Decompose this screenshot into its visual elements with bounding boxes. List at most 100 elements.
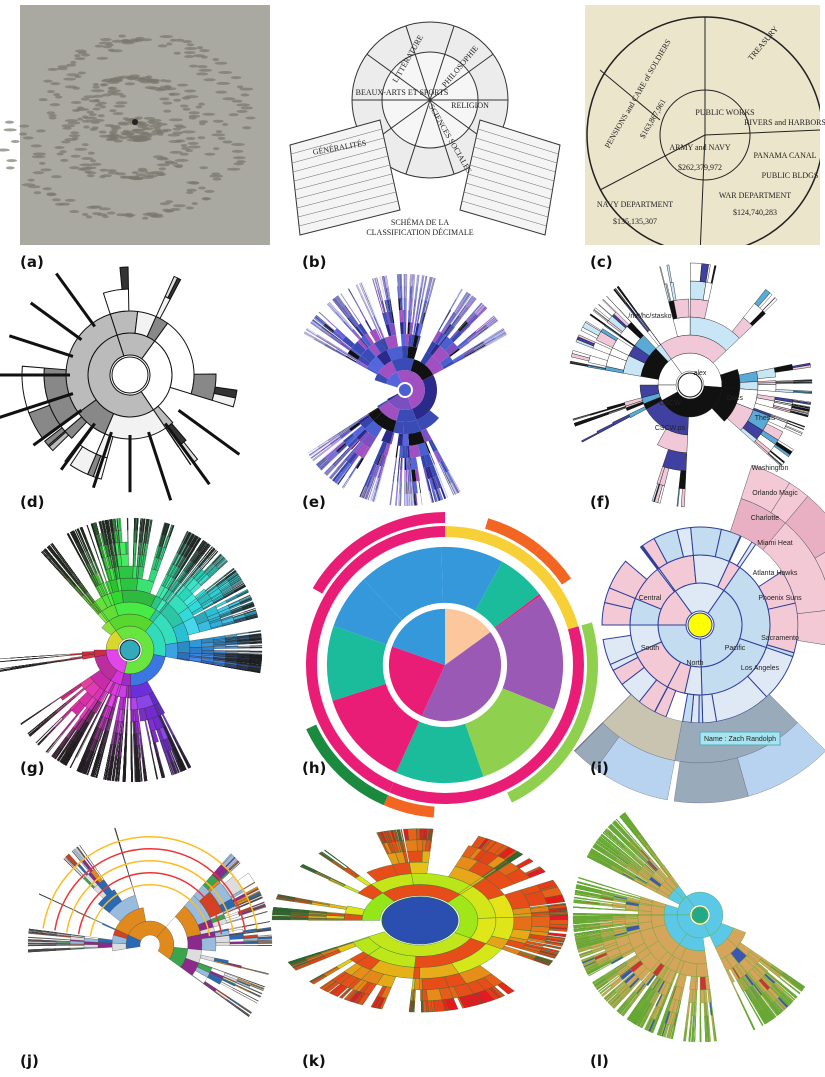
annotation: /net/hc/stasko (628, 313, 671, 320)
sector (451, 315, 460, 326)
spoke (429, 99, 455, 175)
sector (417, 299, 420, 312)
sector (415, 286, 417, 299)
sector (348, 420, 359, 428)
sector (439, 355, 453, 367)
texture-dot (141, 126, 149, 130)
texture-dot (27, 178, 35, 182)
sector (424, 300, 428, 313)
sector (606, 295, 620, 310)
sector (177, 445, 192, 466)
texture-dot (185, 137, 196, 141)
texture-dot (91, 126, 99, 130)
sector (119, 577, 138, 591)
sector (456, 289, 463, 300)
sector (445, 325, 453, 336)
sector (383, 443, 390, 456)
sector (440, 322, 449, 333)
sector (325, 465, 334, 475)
sector (327, 340, 338, 348)
sector (348, 288, 355, 300)
sector (412, 286, 414, 299)
sector (417, 299, 420, 311)
texture-dot (89, 205, 103, 209)
sector (475, 346, 487, 353)
fan-row (292, 146, 387, 173)
texture-dot (80, 97, 90, 101)
sector (427, 289, 431, 301)
sector (449, 313, 457, 324)
sector (359, 283, 365, 295)
sector (309, 448, 320, 456)
sector (357, 284, 363, 296)
sector (398, 298, 401, 311)
texture-dot (159, 202, 170, 206)
sector (336, 311, 345, 322)
sector (320, 328, 331, 337)
spike (0, 392, 74, 419)
sector (420, 351, 433, 365)
sector (356, 284, 362, 296)
texture-dot (201, 197, 212, 201)
sector (353, 299, 360, 310)
sector (389, 493, 392, 506)
sector (384, 288, 387, 300)
sector (408, 457, 411, 470)
sector (377, 466, 382, 478)
sector (416, 410, 440, 432)
sector (420, 312, 425, 325)
sector (385, 311, 391, 324)
fan-row (475, 137, 558, 164)
sector (419, 287, 422, 300)
sector (347, 303, 354, 314)
sector (378, 289, 382, 302)
sector (410, 298, 412, 311)
sector (327, 319, 338, 329)
sector (342, 448, 351, 458)
sector (371, 317, 377, 329)
sector (409, 469, 412, 482)
sector (464, 352, 476, 358)
sector (486, 340, 497, 347)
texture-dot (91, 118, 105, 122)
texture-dot (81, 119, 93, 123)
sector (454, 302, 461, 313)
spike (147, 431, 173, 501)
sector (329, 435, 340, 443)
sector (345, 356, 357, 363)
sector (416, 286, 418, 299)
sector (349, 316, 358, 327)
sector (418, 287, 421, 300)
sector (349, 439, 360, 450)
sector (404, 457, 407, 471)
sector (321, 327, 332, 336)
sector (409, 286, 411, 299)
sector (325, 343, 337, 350)
sector (408, 334, 413, 347)
spoke (405, 99, 431, 175)
sector (453, 301, 461, 313)
sector (340, 341, 351, 350)
sector (419, 311, 423, 324)
sector (342, 306, 351, 317)
sector (314, 338, 325, 345)
sector (408, 469, 410, 482)
sector (430, 439, 438, 451)
sector (404, 310, 406, 323)
texture-dot (198, 68, 213, 72)
sector (357, 284, 363, 296)
sector (386, 275, 389, 288)
sector (327, 320, 337, 329)
sector (362, 295, 368, 307)
sector (434, 464, 440, 476)
sector (330, 437, 341, 445)
sector (468, 333, 478, 342)
sector (380, 467, 384, 479)
sector (475, 346, 487, 353)
sector (376, 478, 380, 490)
sector (335, 349, 347, 356)
texture-dot (97, 114, 105, 118)
texture-dot (53, 93, 61, 97)
sector (335, 349, 347, 357)
texture-dot (203, 78, 216, 82)
